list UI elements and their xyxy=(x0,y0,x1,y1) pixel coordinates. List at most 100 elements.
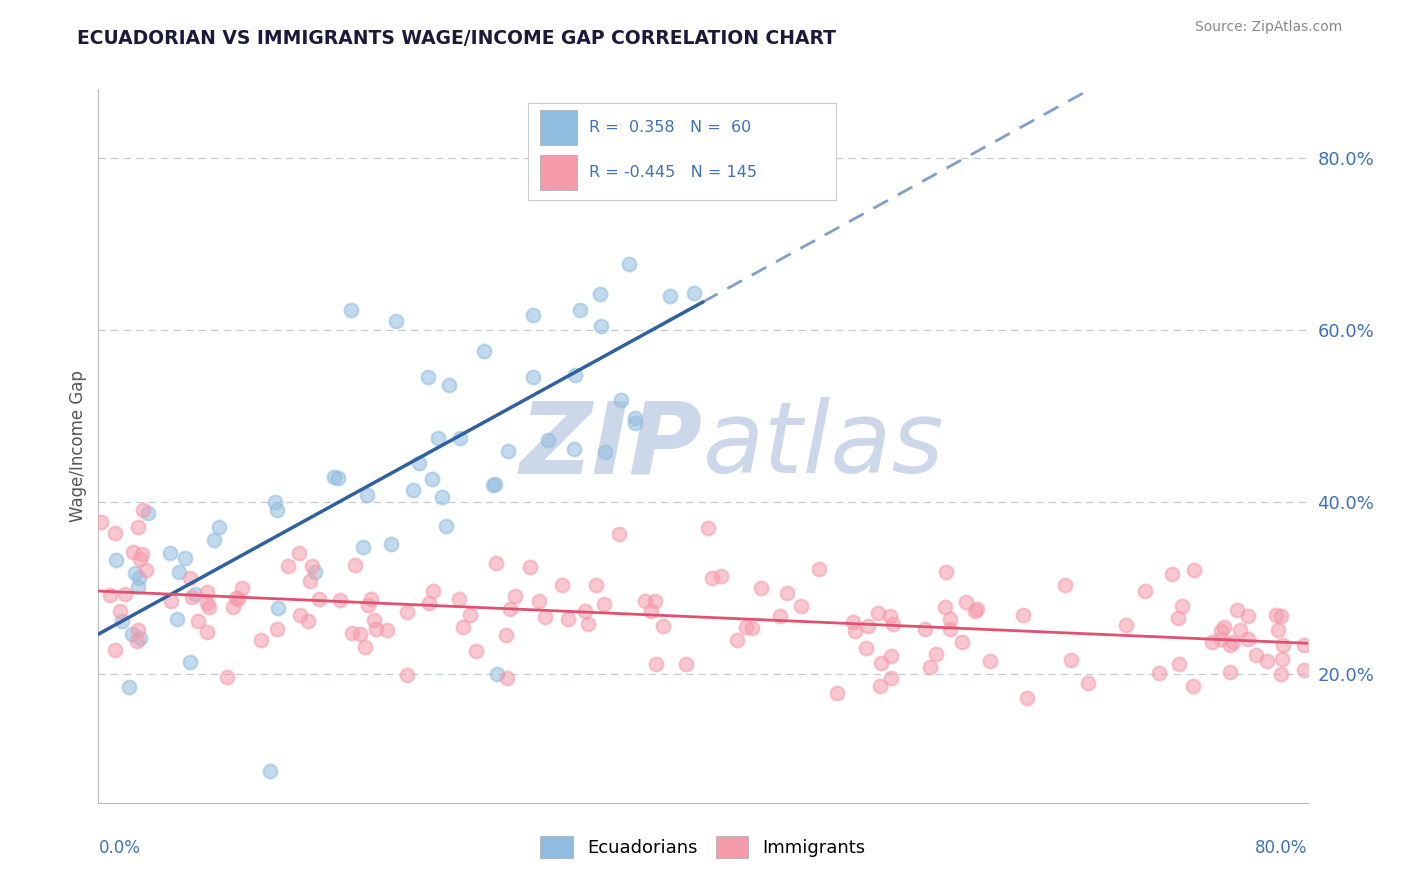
Point xyxy=(576,616,599,631)
Point xyxy=(589,286,612,301)
Point xyxy=(482,478,505,492)
Point xyxy=(217,670,239,684)
Point xyxy=(499,602,522,616)
Point xyxy=(1161,567,1184,582)
Point xyxy=(1292,663,1315,677)
Point xyxy=(768,609,790,624)
Point xyxy=(416,369,439,384)
Point xyxy=(375,623,398,637)
Point xyxy=(869,680,891,694)
Point xyxy=(326,471,349,485)
Point xyxy=(593,445,616,459)
Point xyxy=(187,615,209,629)
Point xyxy=(979,655,1001,669)
Point xyxy=(844,624,866,638)
Point xyxy=(700,570,723,584)
Point xyxy=(174,551,197,566)
Point xyxy=(297,614,319,628)
Point xyxy=(259,764,281,779)
Point xyxy=(250,633,273,648)
Point xyxy=(585,577,607,591)
Point xyxy=(304,565,326,579)
Point xyxy=(402,483,425,497)
Point xyxy=(458,608,481,623)
Point xyxy=(1267,624,1289,638)
Point xyxy=(624,411,647,425)
Point xyxy=(103,643,125,657)
Point xyxy=(100,588,122,602)
Text: 0.0%: 0.0% xyxy=(98,838,141,857)
Point xyxy=(503,589,526,603)
Point xyxy=(645,657,668,672)
Point xyxy=(128,631,150,645)
Point xyxy=(349,627,371,641)
Point xyxy=(353,640,375,655)
Point xyxy=(710,569,733,583)
Point xyxy=(495,627,517,641)
Point xyxy=(485,556,508,570)
Point xyxy=(352,540,374,554)
Point xyxy=(668,153,690,168)
Point xyxy=(122,544,145,558)
Point xyxy=(624,416,647,430)
Point xyxy=(644,594,666,608)
Point xyxy=(918,660,941,674)
Point xyxy=(366,622,388,636)
Legend: Ecuadorians, Immigrants: Ecuadorians, Immigrants xyxy=(533,829,873,865)
Point xyxy=(589,318,612,333)
Point xyxy=(1294,638,1316,652)
Point xyxy=(159,545,181,559)
Point xyxy=(1167,611,1189,625)
Point xyxy=(939,612,962,626)
Point xyxy=(363,613,385,627)
Point xyxy=(963,604,986,618)
Point xyxy=(197,600,219,615)
Point xyxy=(659,289,682,303)
Text: ZIP: ZIP xyxy=(520,398,703,494)
Point xyxy=(357,598,380,612)
Point xyxy=(484,477,506,491)
Point xyxy=(496,443,519,458)
Point xyxy=(195,585,218,599)
Point xyxy=(449,431,471,445)
Point xyxy=(380,537,402,551)
Point xyxy=(179,655,201,669)
Point xyxy=(343,558,366,572)
Point xyxy=(564,368,586,382)
Point xyxy=(955,595,977,609)
Point xyxy=(396,668,419,682)
Point xyxy=(105,552,128,566)
Point xyxy=(181,590,204,604)
Point xyxy=(879,649,901,664)
Point xyxy=(557,612,579,626)
Point xyxy=(950,635,973,649)
Point xyxy=(308,591,330,606)
Point xyxy=(1167,657,1189,671)
Point xyxy=(266,503,288,517)
Point xyxy=(1133,584,1156,599)
Point xyxy=(776,586,799,600)
Point xyxy=(868,606,890,620)
Point xyxy=(299,574,322,588)
Point xyxy=(925,647,948,661)
Point xyxy=(562,442,585,456)
Point xyxy=(870,656,893,670)
Text: atlas: atlas xyxy=(703,398,945,494)
Point xyxy=(231,581,253,595)
Point xyxy=(136,506,159,520)
Point xyxy=(1171,599,1194,613)
Point xyxy=(127,520,149,534)
Point xyxy=(408,456,430,470)
Point xyxy=(207,520,229,534)
Point xyxy=(114,586,136,600)
Point xyxy=(790,599,813,613)
Point xyxy=(436,519,458,533)
Point xyxy=(880,672,903,686)
Text: 80.0%: 80.0% xyxy=(1256,838,1308,857)
Point xyxy=(1219,665,1241,680)
Point xyxy=(197,625,219,640)
Point xyxy=(127,581,149,595)
Point xyxy=(652,618,675,632)
Point xyxy=(938,622,960,636)
Point xyxy=(592,597,614,611)
